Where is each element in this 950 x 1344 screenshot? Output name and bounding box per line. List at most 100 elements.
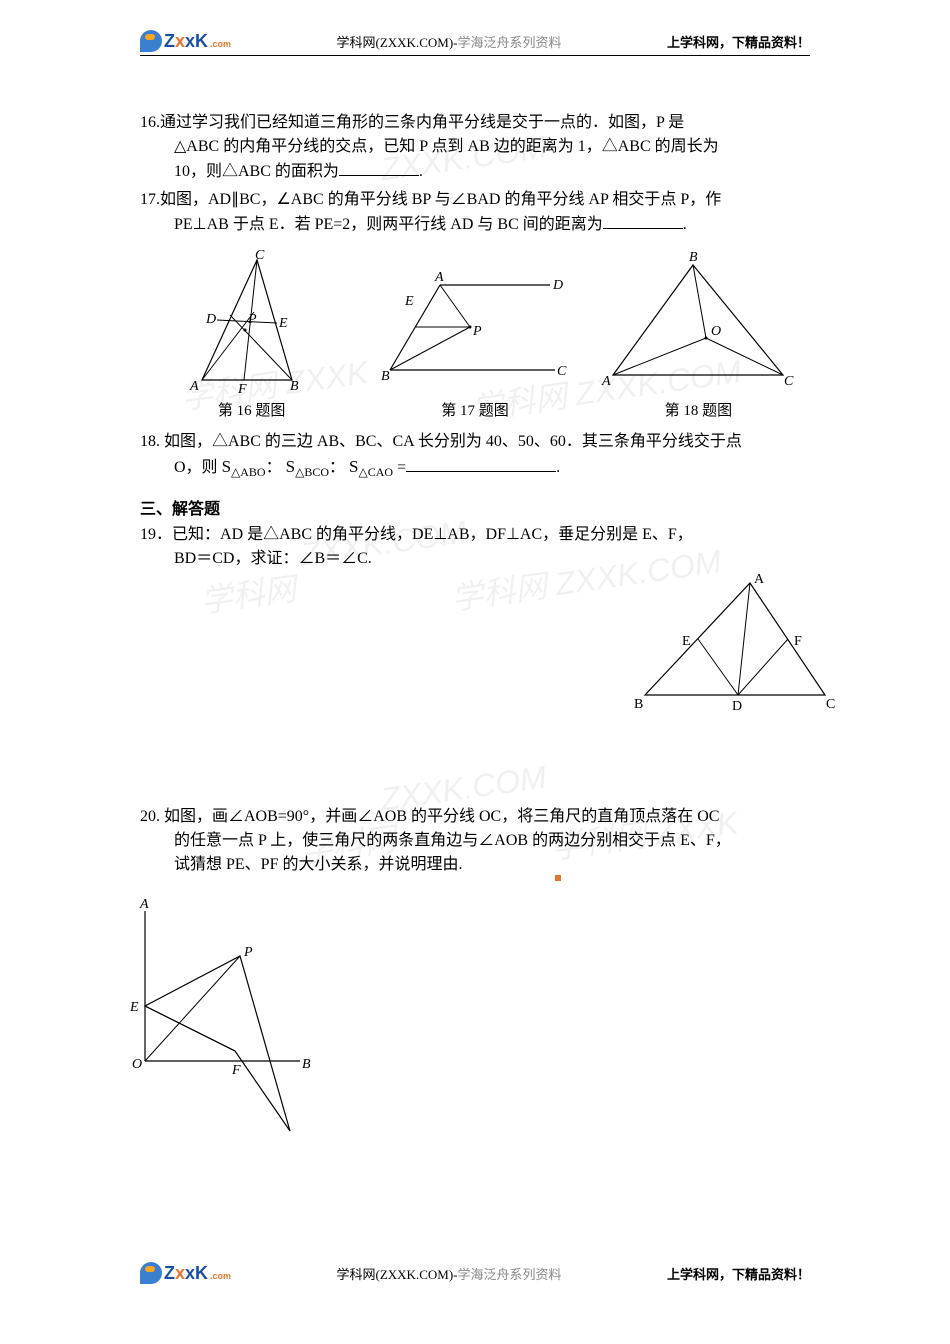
lbl-A: A [754,572,765,587]
svg-text:P: P [472,324,482,339]
q18-line1: 如图，△ABC 的三边 AB、BC、CA 长分别为 40、50、60．其三条角平… [160,433,742,450]
q20-num: 20. [140,808,160,825]
q19-line2: BD＝CD，求证：∠B＝∠C. [174,550,372,567]
q18-eq: = [393,459,406,476]
header-center-gray: 学海泛舟系列资料 [457,35,561,50]
lbl-C: C [826,697,835,712]
lbl-B: B [634,697,643,712]
lbl-E: E [129,1000,139,1015]
q17-line2b: . [683,216,687,233]
problem-18: 18. 如图，△ABC 的三边 AB、BC、CA 长分别为 40、50、60．其… [140,430,810,481]
header-right: 上学科网，下精品资料！ [667,32,810,51]
header-center: 学科网(ZXXK.COM)-学海泛舟系列资料 [337,32,562,51]
svg-text:E: E [404,294,414,309]
lbl-P: P [243,945,253,960]
q18-period: . [556,459,560,476]
footer-logo-text: ZxxK.com [164,1263,231,1284]
q17-line1: 如图，AD∥BC，∠ABC 的角平分线 BP 与∠BAD 的角平分线 AP 相交… [160,191,721,208]
problem-16: 16.通过学习我们已经知道三角形的三条内角平分线是交于一点的．如图，P 是 △A… [140,111,810,184]
svg-text:A: A [601,374,611,389]
svg-text:B: B [290,379,299,394]
svg-text:P: P [247,312,257,327]
q18-sub3: △CAO [358,465,393,479]
fig16-caption: 第 16 题图 [140,399,363,420]
fig18-caption: 第 18 题图 [587,399,810,420]
q18-s2: S [286,457,295,476]
svg-text:O: O [711,324,721,339]
footer-center-black: 学科网(ZXXK.COM)- [337,1267,458,1282]
lbl-O: O [132,1057,142,1072]
logo-x: x [175,31,185,51]
q20-line3: 试猜想 PE、PF 的大小关系，并说明理由. [174,856,462,873]
lbl-B: B [302,1057,311,1072]
lbl-D: D [732,699,742,714]
q16-line2: △ABC 的内角平分线的交点，已知 P 点到 AB 边的距离为 1，△ABC 的… [174,138,719,155]
logo-icon [140,30,162,52]
footer: ZxxK.com 学科网(ZXXK.COM)-学海泛舟系列资料 上学科网，下精品… [140,1262,810,1284]
fig-17: A D B C E P 第 17 题图 [363,245,586,420]
footer-logo: ZxxK.com [140,1262,231,1284]
lbl-F: F [794,634,802,649]
footer-center-gray: 学海泛舟系列资料 [457,1267,561,1282]
fig-16: C A B F D E P 第 16 题图 [140,245,363,420]
svg-text:E: E [278,316,288,331]
lbl-E: E [682,634,691,649]
figure-row: C A B F D E P 第 16 题图 A D B [140,245,810,420]
svg-text:B: B [381,369,390,384]
logo-rest: xK [185,31,208,51]
problem-20: 20. 如图，画∠AOB=90°，并画∠AOB 的平分线 OC，将三角尺的直角顶… [140,805,810,877]
lbl-F: F [231,1063,241,1078]
problem-17: 17.如图，AD∥BC，∠ABC 的角平分线 BP 与∠BAD 的角平分线 AP… [140,188,810,237]
footer-logo-icon [140,1262,162,1284]
footer-right: 上学科网，下精品资料！ [667,1264,810,1283]
q19-num: 19． [140,526,172,543]
q17-line2a: PE⊥AB 于点 E．若 PE=2，则两平行线 AD 与 BC 间的距离为 [174,216,603,233]
svg-text:C: C [784,374,794,389]
flogo-x: x [175,1263,185,1283]
blank-17 [603,212,683,229]
q20-line1: 如图，画∠AOB=90°，并画∠AOB 的平分线 OC，将三角尺的直角顶点落在 … [160,808,719,825]
q16-line1: 通过学习我们已经知道三角形的三条内角平分线是交于一点的．如图，P 是 [160,114,684,131]
header-center-black: 学科网(ZXXK.COM)- [337,35,458,50]
fig-19: A B C D E F [630,565,840,715]
svg-text:A: A [189,379,199,394]
svg-text:D: D [205,312,216,327]
q18-sub1: △ABO [231,465,266,479]
logo-z: Z [164,31,175,51]
blank-16 [339,159,419,176]
q18-line2a: O，则 [174,459,222,476]
flogo-suffix: .com [210,1271,231,1281]
blank-18 [406,455,556,472]
page: ZxxK.com 学科网(ZXXK.COM)-学海泛舟系列资料 上学科网，下精品… [0,0,950,1181]
q18-sub2: △BCO [295,465,329,479]
section-title: 三、解答题 [140,495,810,519]
q18-num: 18. [140,433,160,450]
fig17-caption: 第 17 题图 [363,399,586,420]
q18-s1: S [222,457,231,476]
header: ZxxK.com 学科网(ZXXK.COM)-学海泛舟系列资料 上学科网，下精品… [140,30,810,56]
svg-text:C: C [557,364,567,379]
q16-num: 16. [140,114,160,131]
fig-20: A O B E P F [120,896,320,1146]
svg-text:F: F [237,382,247,395]
q19-line1: 已知：AD 是△ABC 的角平分线，DE⊥AB，DF⊥AC，垂足分别是 E、F， [172,526,693,543]
q18-c2: ： [329,459,345,476]
footer-center: 学科网(ZXXK.COM)-学海泛舟系列资料 [337,1264,562,1283]
svg-text:C: C [255,248,265,263]
q20-line2: 的任意一点 P 上，使三角尺的两条直角边与∠AOB 的两边分别相交于点 E、F， [174,832,731,849]
logo-text: ZxxK.com [164,31,231,52]
svg-text:D: D [552,278,563,293]
q17-num: 17. [140,191,160,208]
logo-suffix: .com [210,39,231,49]
fig-18: B A C O 第 18 题图 [587,245,810,420]
svg-text:A: A [434,270,444,285]
flogo-z: Z [164,1263,175,1283]
lbl-A: A [139,897,149,912]
q16-line3a: 10，则△ABC 的面积为 [174,163,339,180]
q18-c1: ： [266,459,282,476]
fig-19-wrap: A B C D E F [140,575,810,725]
flogo-rest: xK [185,1263,208,1283]
problem-19: 19．已知：AD 是△ABC 的角平分线，DE⊥AB，DF⊥AC，垂足分别是 E… [140,523,810,571]
svg-text:B: B [689,250,698,265]
q16-line3b: . [419,163,423,180]
